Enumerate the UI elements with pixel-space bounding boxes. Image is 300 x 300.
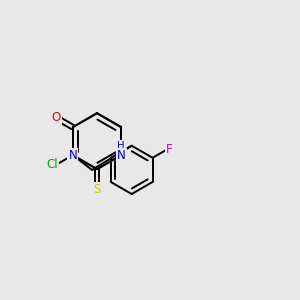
Text: O: O [52,111,61,124]
Text: N: N [117,149,126,162]
Text: H: H [118,141,125,151]
Text: Cl: Cl [46,158,58,171]
Text: S: S [93,183,101,196]
Text: F: F [166,143,173,156]
Text: N: N [68,149,77,162]
